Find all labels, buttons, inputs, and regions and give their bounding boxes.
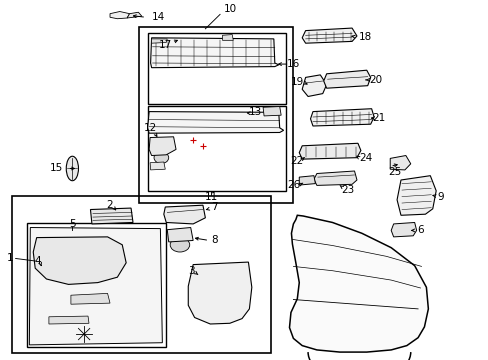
Polygon shape (147, 112, 283, 133)
Ellipse shape (49, 271, 58, 277)
Polygon shape (110, 12, 129, 19)
Polygon shape (71, 293, 110, 304)
Polygon shape (302, 75, 326, 96)
Polygon shape (49, 316, 89, 324)
Polygon shape (323, 70, 370, 88)
Text: 19: 19 (290, 77, 304, 87)
Polygon shape (302, 28, 356, 43)
Polygon shape (151, 39, 167, 43)
Polygon shape (33, 237, 126, 284)
Text: 26: 26 (286, 180, 300, 190)
Polygon shape (299, 176, 315, 185)
Text: 22: 22 (290, 156, 304, 166)
Text: 10: 10 (224, 4, 237, 14)
Text: 11: 11 (204, 192, 218, 202)
Polygon shape (149, 137, 176, 156)
Ellipse shape (72, 266, 84, 274)
Polygon shape (310, 109, 373, 126)
Text: 5: 5 (69, 219, 76, 229)
Ellipse shape (170, 238, 189, 252)
Polygon shape (390, 222, 416, 237)
Polygon shape (150, 162, 165, 170)
Text: 12: 12 (143, 123, 157, 133)
Polygon shape (188, 262, 251, 324)
Text: 6: 6 (416, 225, 423, 235)
Text: 17: 17 (158, 40, 172, 50)
Ellipse shape (154, 152, 168, 163)
Polygon shape (396, 176, 435, 215)
Ellipse shape (66, 156, 78, 181)
Text: 16: 16 (286, 59, 300, 69)
Ellipse shape (201, 280, 237, 307)
Ellipse shape (209, 286, 228, 301)
Polygon shape (222, 35, 233, 40)
Text: 3: 3 (188, 266, 195, 276)
Bar (27, 223, 166, 347)
Polygon shape (313, 171, 356, 185)
Ellipse shape (36, 261, 47, 282)
Polygon shape (90, 208, 133, 224)
Text: 20: 20 (368, 75, 381, 85)
Text: 13: 13 (248, 107, 262, 117)
Bar (139, 27, 293, 203)
Polygon shape (389, 156, 410, 170)
Polygon shape (150, 38, 278, 68)
Text: 7: 7 (210, 202, 217, 212)
Polygon shape (127, 12, 142, 18)
Ellipse shape (54, 250, 63, 257)
Text: 2: 2 (106, 200, 113, 210)
Text: 23: 23 (341, 185, 354, 195)
Text: 4: 4 (35, 256, 41, 266)
Text: 9: 9 (437, 192, 444, 202)
Text: 1: 1 (6, 253, 13, 264)
Text: 21: 21 (371, 113, 385, 123)
Polygon shape (29, 228, 162, 345)
Polygon shape (299, 143, 360, 159)
Text: 15: 15 (49, 163, 63, 174)
Polygon shape (163, 205, 205, 224)
Text: 8: 8 (210, 235, 217, 246)
Bar (147, 106, 285, 191)
Ellipse shape (214, 290, 223, 297)
Ellipse shape (86, 251, 95, 257)
Polygon shape (263, 107, 281, 116)
Text: 14: 14 (152, 12, 165, 22)
Text: 25: 25 (387, 167, 401, 177)
Bar (12, 196, 271, 353)
Polygon shape (167, 228, 193, 242)
Text: 24: 24 (358, 153, 372, 163)
Text: 18: 18 (358, 32, 372, 42)
Polygon shape (289, 215, 427, 352)
Bar (147, 33, 285, 104)
